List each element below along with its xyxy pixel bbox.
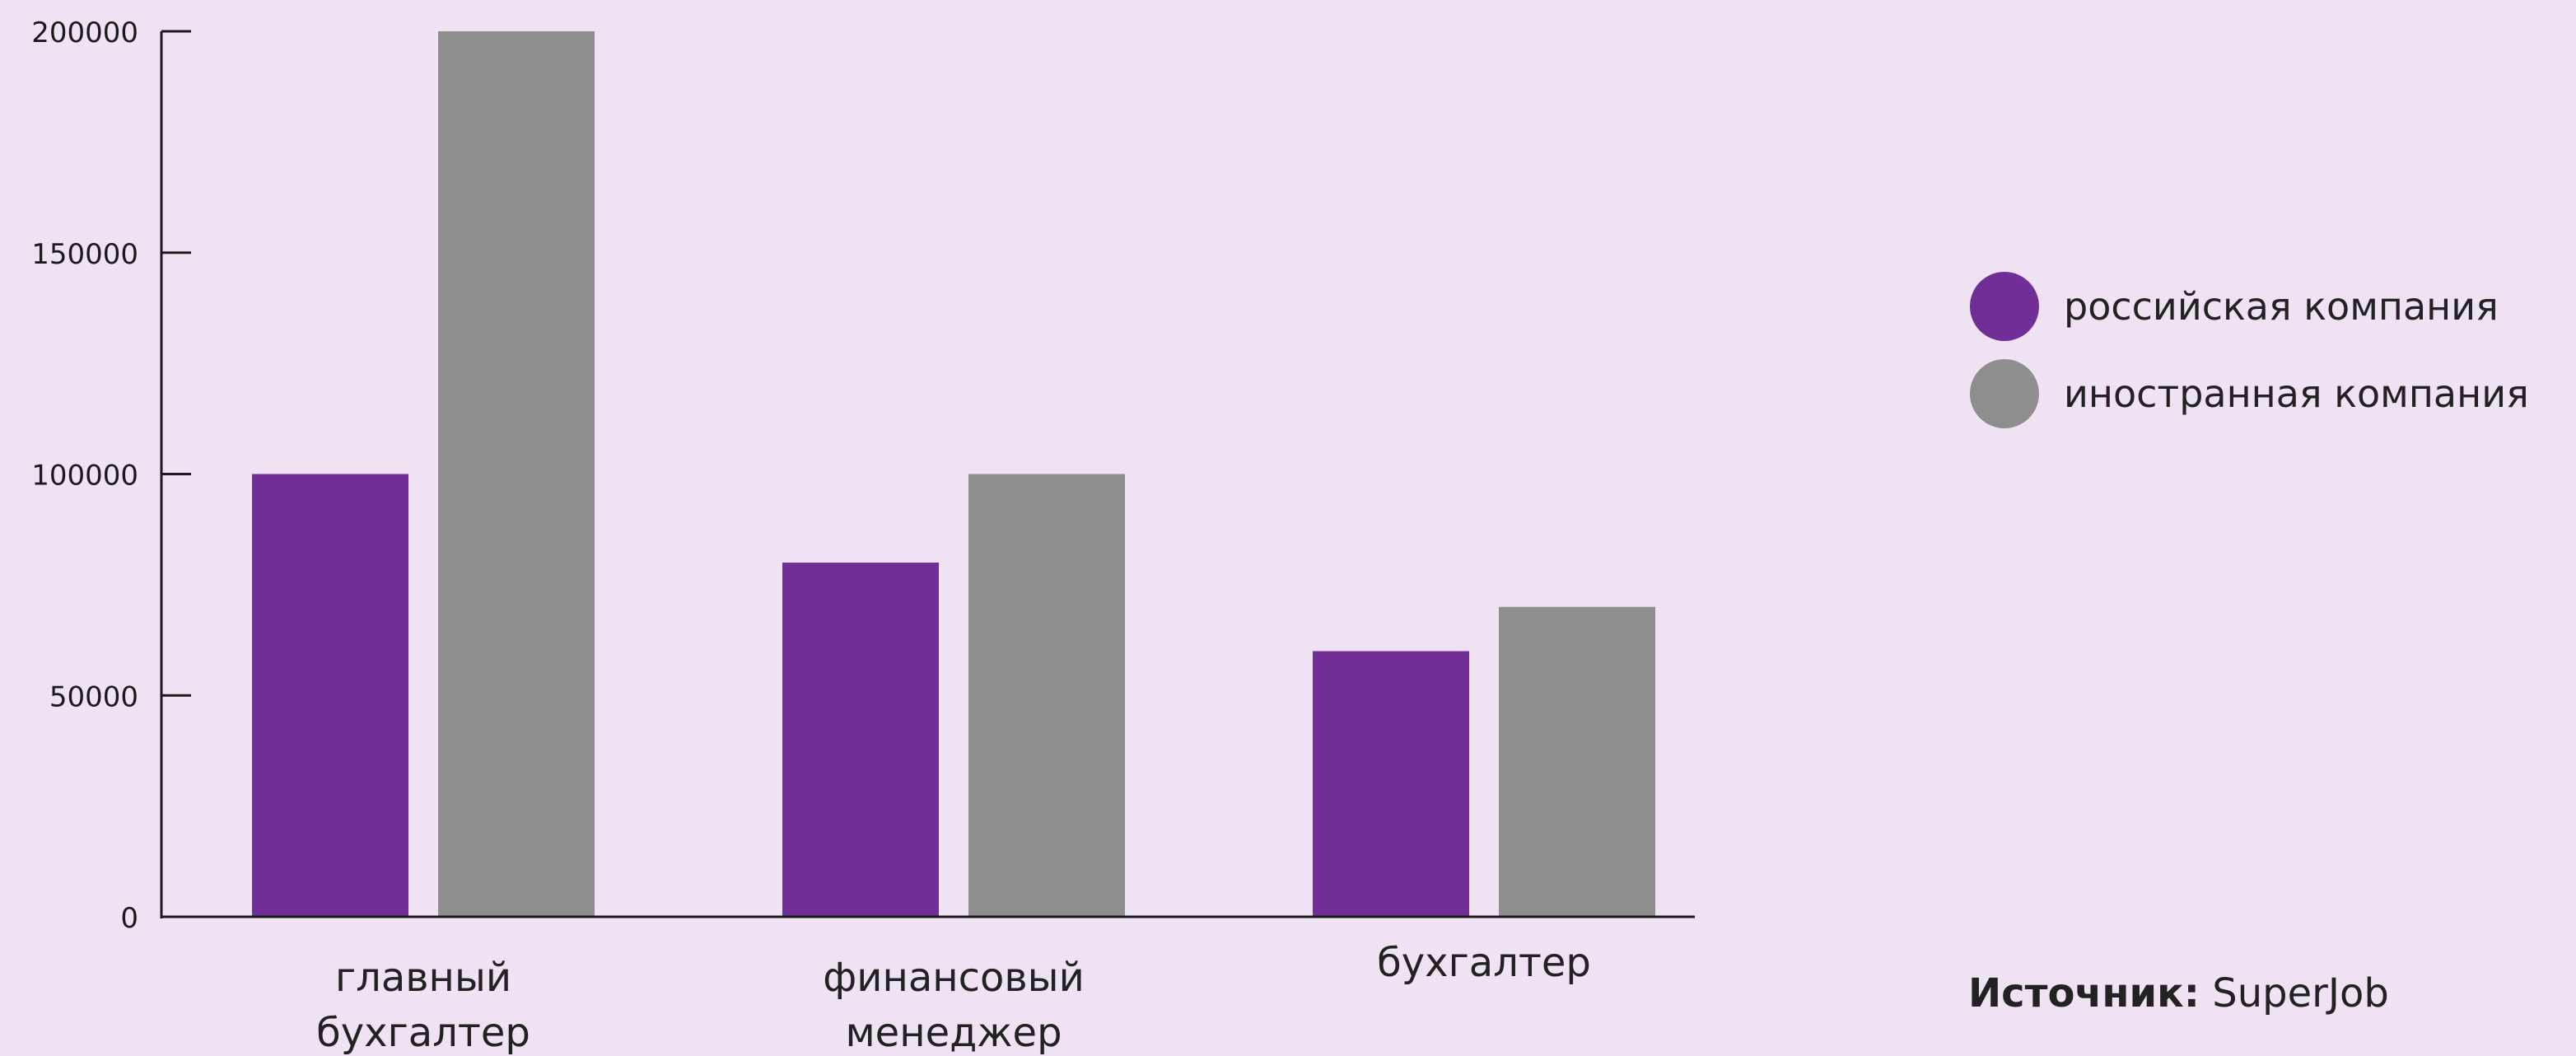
bar xyxy=(438,31,595,917)
bar xyxy=(1499,606,1655,917)
y-tick-label: 150000 xyxy=(31,238,138,271)
source-label: Источник: xyxy=(1968,970,2200,1016)
source-value: SuperJob xyxy=(2212,970,2389,1016)
x-category-label: финансовый xyxy=(823,955,1085,1001)
chart-legend: российская компания иностранная компания xyxy=(1970,272,2529,446)
bar-chart: 0 50000 100000 150000 200000 главный бухгалтер… xyxy=(31,16,1695,1056)
x-category-label: менеджер xyxy=(845,1010,1062,1056)
legend-item-foreign: иностранная компания xyxy=(1970,359,2529,428)
bar xyxy=(968,474,1125,917)
y-tick-label: 200000 xyxy=(31,16,138,49)
y-tick-label: 0 xyxy=(120,902,138,935)
legend-swatch-foreign xyxy=(1970,359,2039,428)
bar xyxy=(252,474,408,917)
legend-item-russian: российская компания xyxy=(1970,272,2529,341)
legend-swatch-russian xyxy=(1970,272,2039,341)
y-tick-label: 50000 xyxy=(49,680,138,713)
x-category-label: бухгалтер xyxy=(316,1010,530,1056)
legend-label-foreign: иностранная компания xyxy=(2064,371,2529,416)
bar xyxy=(1313,651,1469,917)
y-tick-label: 100000 xyxy=(31,460,138,493)
source-note: Источник: SuperJob xyxy=(1968,970,2389,1016)
legend-label-russian: российская компания xyxy=(2064,284,2499,329)
x-category-label: бухгалтер xyxy=(1377,940,1591,986)
bar xyxy=(782,563,939,917)
x-category-label: главный xyxy=(335,955,511,1001)
